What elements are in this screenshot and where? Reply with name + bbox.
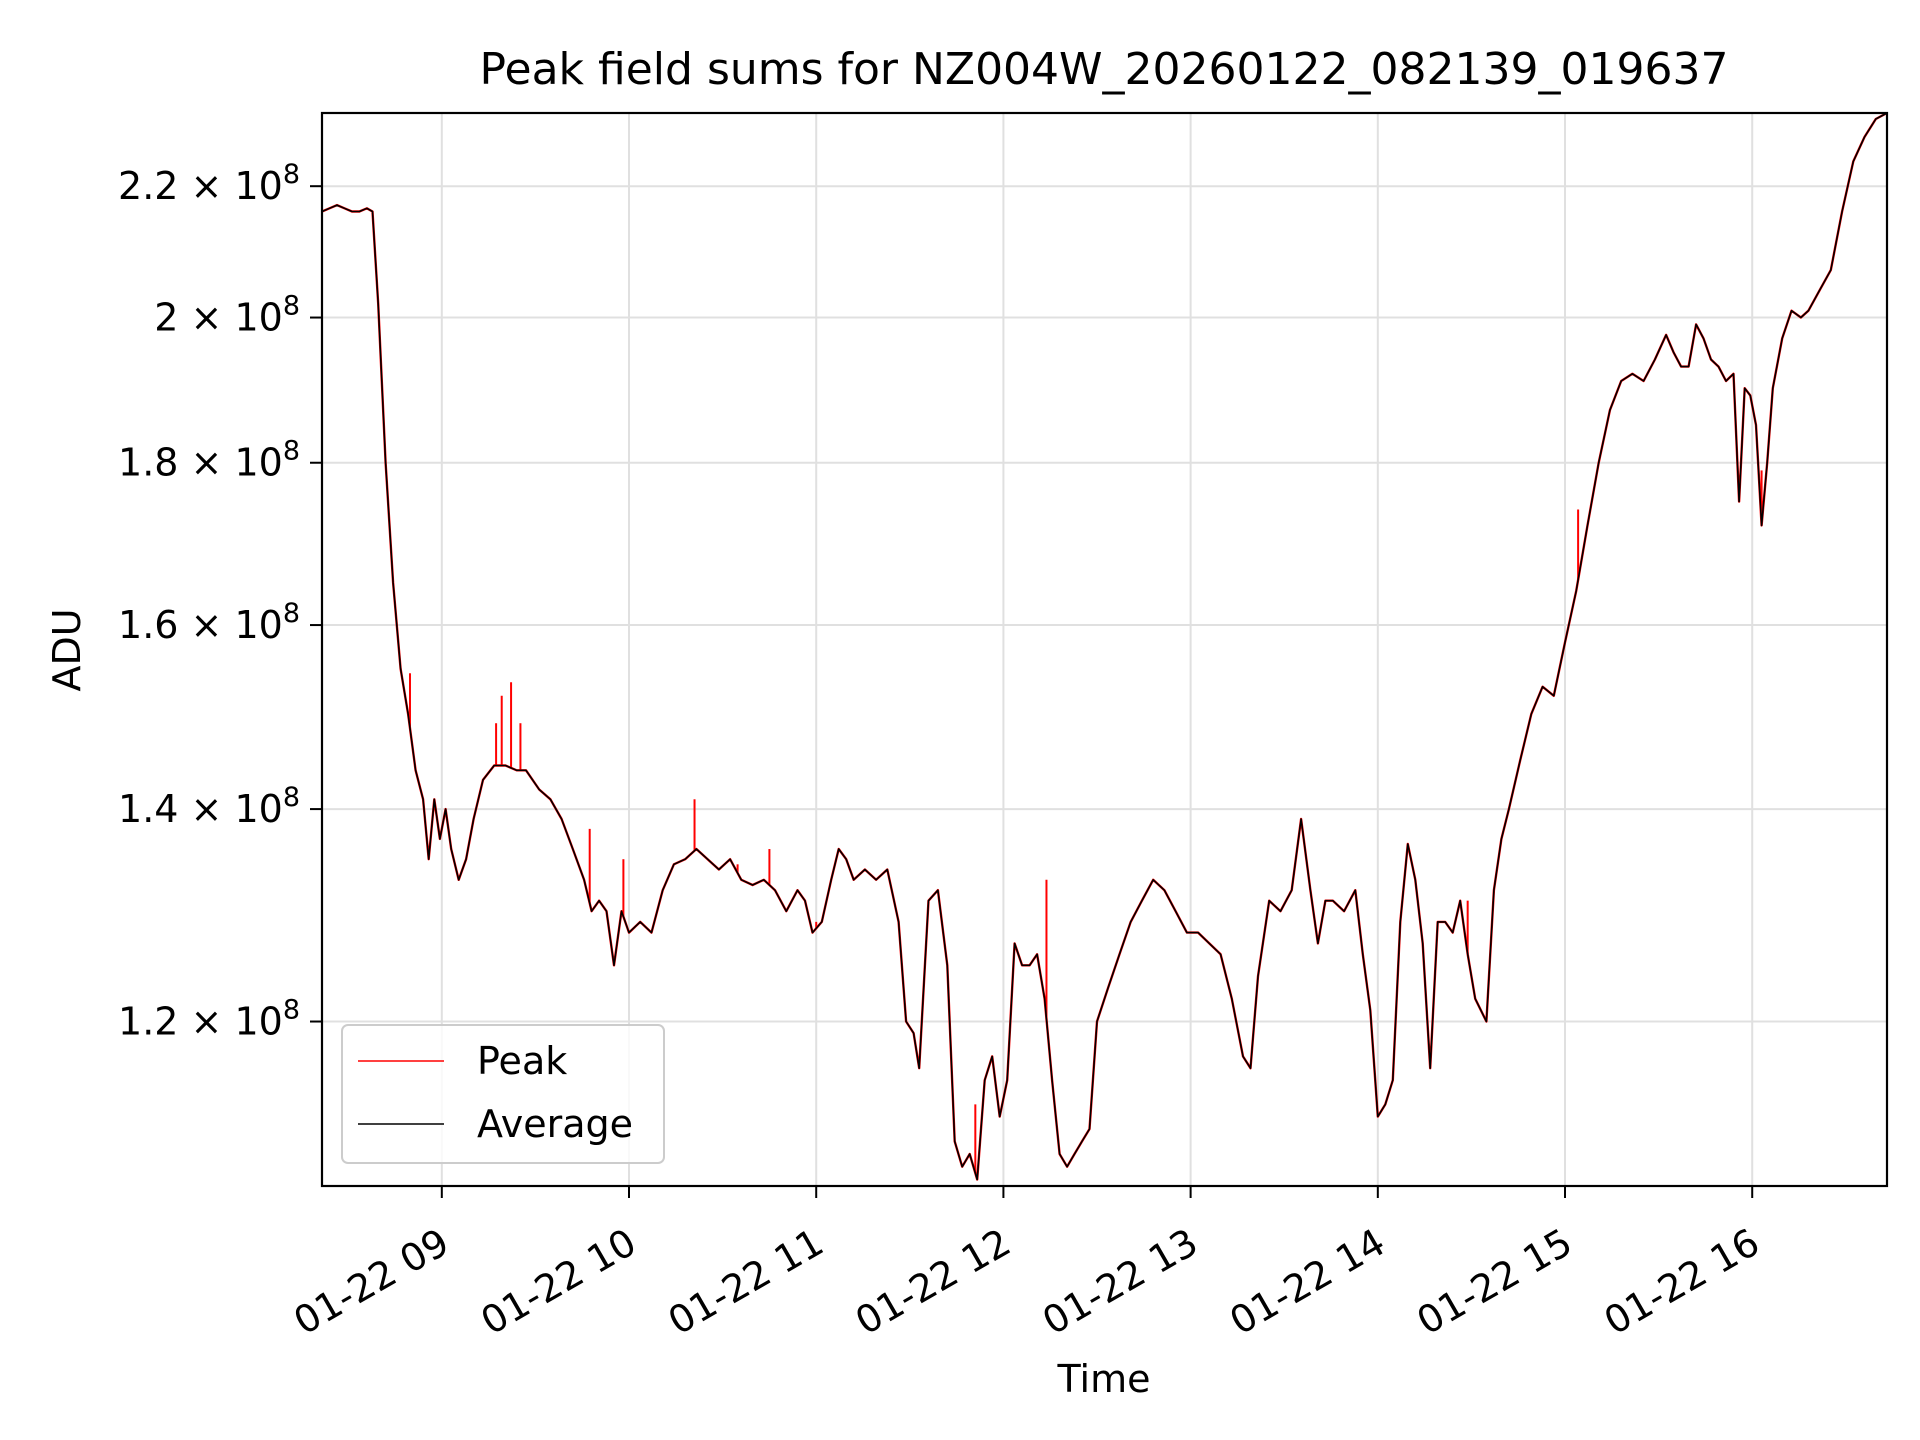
y-tick-label: 1.8 × 108 (118, 436, 300, 485)
average-series-line (321, 112, 1888, 1181)
legend-peak-label: Peak (477, 1039, 567, 1083)
y-axis: 1.2 × 108 1.4 × 108 1.6 × 108 1.8 × 108 2 × … (118, 159, 322, 1044)
y-tick-label: 2 × 108 (154, 291, 300, 340)
legend: Peak Average (341, 1024, 665, 1164)
series-layer (321, 111, 1888, 1181)
y-tick-label: 2.2 × 108 (118, 159, 300, 208)
chart-title: Peak field sums for NZ004W_20260122_0821… (480, 44, 1729, 95)
y-axis-title: ADU (45, 608, 89, 691)
grid (322, 113, 1887, 1186)
x-axis-title: Time (1057, 1357, 1151, 1401)
legend-average-label: Average (477, 1102, 633, 1146)
plot-frame (320, 111, 1889, 1188)
y-tick-label: 1.2 × 108 (118, 995, 300, 1044)
legend-box (341, 1024, 665, 1164)
y-tick-label: 1.6 × 108 (118, 598, 300, 647)
y-tick-label: 1.4 × 108 (118, 782, 300, 831)
